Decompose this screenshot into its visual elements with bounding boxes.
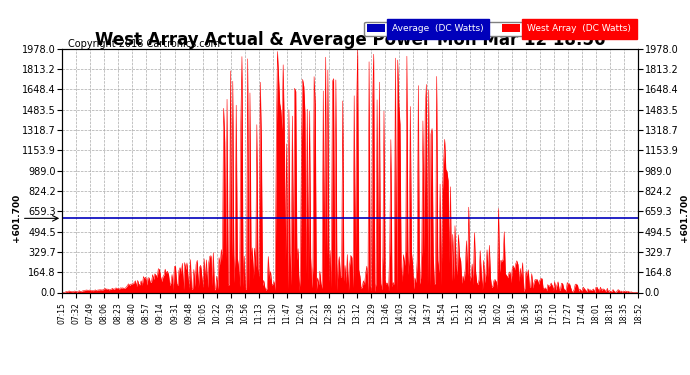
Text: Copyright 2018 Cartronics.com: Copyright 2018 Cartronics.com xyxy=(68,39,220,49)
Legend: Average  (DC Watts), West Array  (DC Watts): Average (DC Watts), West Array (DC Watts… xyxy=(364,22,633,36)
Text: +601.700: +601.700 xyxy=(12,194,21,243)
Title: West Array Actual & Average Power Mon Mar 12 18:56: West Array Actual & Average Power Mon Ma… xyxy=(95,31,605,49)
Text: +601.700: +601.700 xyxy=(680,194,689,243)
